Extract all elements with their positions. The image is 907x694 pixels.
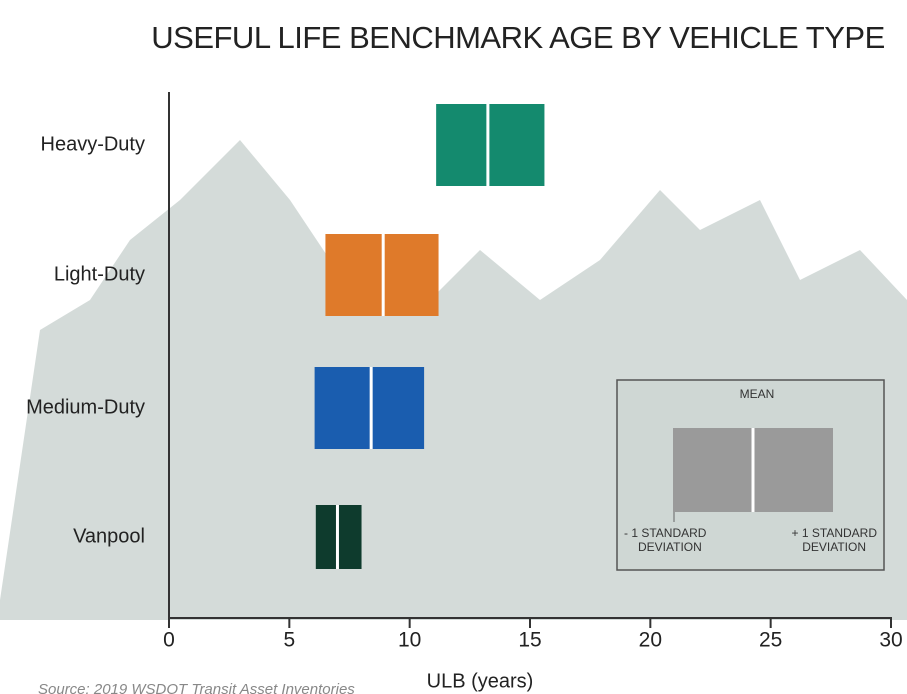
x-tick-label: 10 [398,629,421,652]
y-tick-label: Medium-Duty [26,396,145,418]
legend-plus-label: + 1 STANDARD [792,526,878,540]
x-tick-label: 25 [759,629,782,652]
x-tick-label: 30 [879,629,902,652]
source-note: Source: 2019 WSDOT Transit Asset Invento… [38,681,355,694]
legend-minus-label: DEVIATION [638,540,702,554]
legend-minus-label: - 1 STANDARD [624,526,707,540]
range-bar [314,367,425,449]
x-axis-label: ULB (years) [427,670,534,692]
range-bar [436,104,545,186]
chart-title: USEFUL LIFE BENCHMARK AGE BY VEHICLE TYP… [151,20,885,55]
y-tick-label: Heavy-Duty [41,133,145,155]
y-tick-label: Vanpool [73,525,145,547]
y-tick-label: Light-Duty [54,263,145,285]
legend-plus-label: DEVIATION [802,540,866,554]
x-tick-label: 5 [283,629,295,652]
x-tick-label: 20 [639,629,662,652]
legend-mean-label: MEAN [740,387,775,401]
x-tick-label: 15 [518,629,541,652]
x-tick-label: 0 [163,629,175,652]
